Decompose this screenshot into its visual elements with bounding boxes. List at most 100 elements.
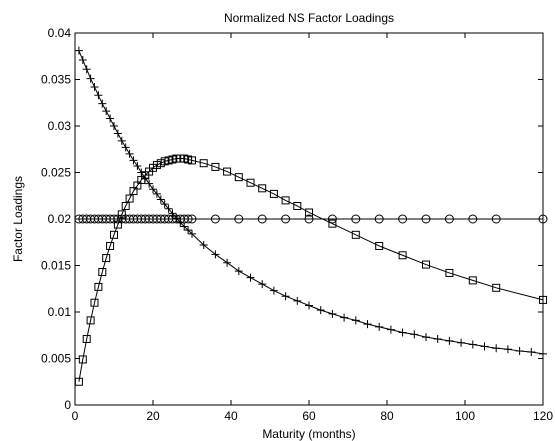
- data-point: [527, 347, 536, 356]
- data-point: [328, 219, 337, 228]
- data-point: [125, 149, 134, 158]
- data-point: [327, 214, 337, 224]
- x-tick-label: 120: [533, 409, 553, 423]
- data-point: [351, 214, 361, 224]
- data-point: [110, 122, 118, 130]
- y-tick-label: 0.025: [41, 166, 71, 180]
- data-point: [269, 286, 278, 295]
- data-point: [363, 320, 372, 329]
- data-point: [223, 167, 232, 176]
- data-point: [156, 195, 165, 204]
- data-point: [281, 196, 290, 205]
- data-point: [113, 129, 122, 138]
- data-point: [246, 273, 255, 282]
- data-point: [110, 230, 118, 239]
- series-1: [74, 214, 548, 224]
- data-point: [188, 156, 196, 165]
- data-point: [74, 46, 83, 55]
- series-2: [74, 46, 547, 358]
- data-point: [234, 214, 244, 224]
- x-tick-label: 20: [146, 409, 160, 423]
- data-point: [422, 333, 430, 342]
- data-point: [106, 241, 115, 250]
- x-tick-label: 0: [72, 409, 79, 423]
- data-point: [74, 377, 83, 386]
- chart-title: Normalized NS Factor Loadings: [224, 11, 394, 25]
- x-axis: 0 20 40 60 80 100 120: [72, 33, 553, 423]
- y-tick-label: 0.04: [48, 26, 72, 40]
- data-point: [375, 241, 384, 250]
- data-point: [152, 189, 161, 198]
- data-point: [78, 355, 87, 364]
- data-point: [98, 99, 107, 108]
- data-point: [468, 214, 478, 224]
- data-point: [444, 214, 454, 224]
- data-point: [234, 173, 243, 182]
- data-point: [421, 214, 431, 224]
- data-point: [305, 208, 313, 217]
- data-point: [351, 230, 360, 239]
- y-tick-label: 0.01: [48, 305, 72, 319]
- data-point: [539, 295, 547, 304]
- x-tick-label: 60: [302, 409, 316, 423]
- data-point: [386, 325, 395, 334]
- data-point: [305, 301, 313, 310]
- x-tick-label: 40: [224, 409, 238, 423]
- data-point: [94, 91, 103, 100]
- data-point: [328, 309, 337, 318]
- data-point: [258, 184, 267, 193]
- data-point: [102, 107, 111, 116]
- data-point: [257, 214, 267, 224]
- data-point: [480, 342, 489, 351]
- data-point: [281, 292, 290, 301]
- data-point: [199, 241, 208, 250]
- plot-area: [74, 32, 548, 406]
- data-point: [375, 322, 384, 331]
- data-point: [113, 220, 122, 229]
- data-point: [145, 179, 154, 188]
- data-point: [223, 258, 232, 267]
- data-point: [316, 306, 325, 315]
- data-point: [98, 268, 107, 277]
- data-point: [304, 214, 314, 224]
- data-point: [82, 334, 91, 343]
- series-line: [78, 158, 544, 382]
- series-3: [74, 154, 547, 386]
- data-point: [374, 214, 384, 224]
- data-point: [183, 214, 193, 224]
- data-point: [106, 114, 115, 123]
- data-point: [188, 229, 196, 238]
- data-point: [102, 254, 111, 263]
- data-point: [258, 280, 267, 289]
- data-point: [445, 268, 454, 277]
- data-point: [149, 185, 157, 194]
- data-point: [180, 222, 189, 231]
- data-point: [445, 336, 454, 345]
- y-tick-label: 0.03: [48, 119, 72, 133]
- data-point: [82, 65, 91, 74]
- data-point: [398, 251, 407, 260]
- data-point: [199, 159, 208, 168]
- data-point: [90, 298, 99, 307]
- data-point: [90, 82, 99, 91]
- data-point: [281, 214, 291, 224]
- data-point: [210, 214, 220, 224]
- data-point: [422, 260, 430, 269]
- data-point: [117, 136, 126, 145]
- data-point: [86, 74, 95, 83]
- data-point: [211, 162, 220, 171]
- data-point: [491, 214, 501, 224]
- data-point: [503, 345, 512, 354]
- data-point: [187, 214, 197, 224]
- y-tick-label: 0.02: [48, 212, 72, 226]
- data-point: [539, 349, 547, 358]
- y-tick-label: 0.005: [41, 352, 71, 366]
- data-point: [492, 344, 501, 353]
- data-point: [234, 267, 243, 276]
- x-axis-label: Maturity (months): [262, 427, 355, 441]
- data-point: [160, 200, 169, 209]
- y-tick-label: 0.035: [41, 73, 71, 87]
- y-axis: 0 0.005 0.01 0.015 0.02 0.025 0.03 0.035 0.04: [41, 26, 543, 412]
- data-point: [176, 218, 185, 227]
- data-point: [351, 316, 360, 325]
